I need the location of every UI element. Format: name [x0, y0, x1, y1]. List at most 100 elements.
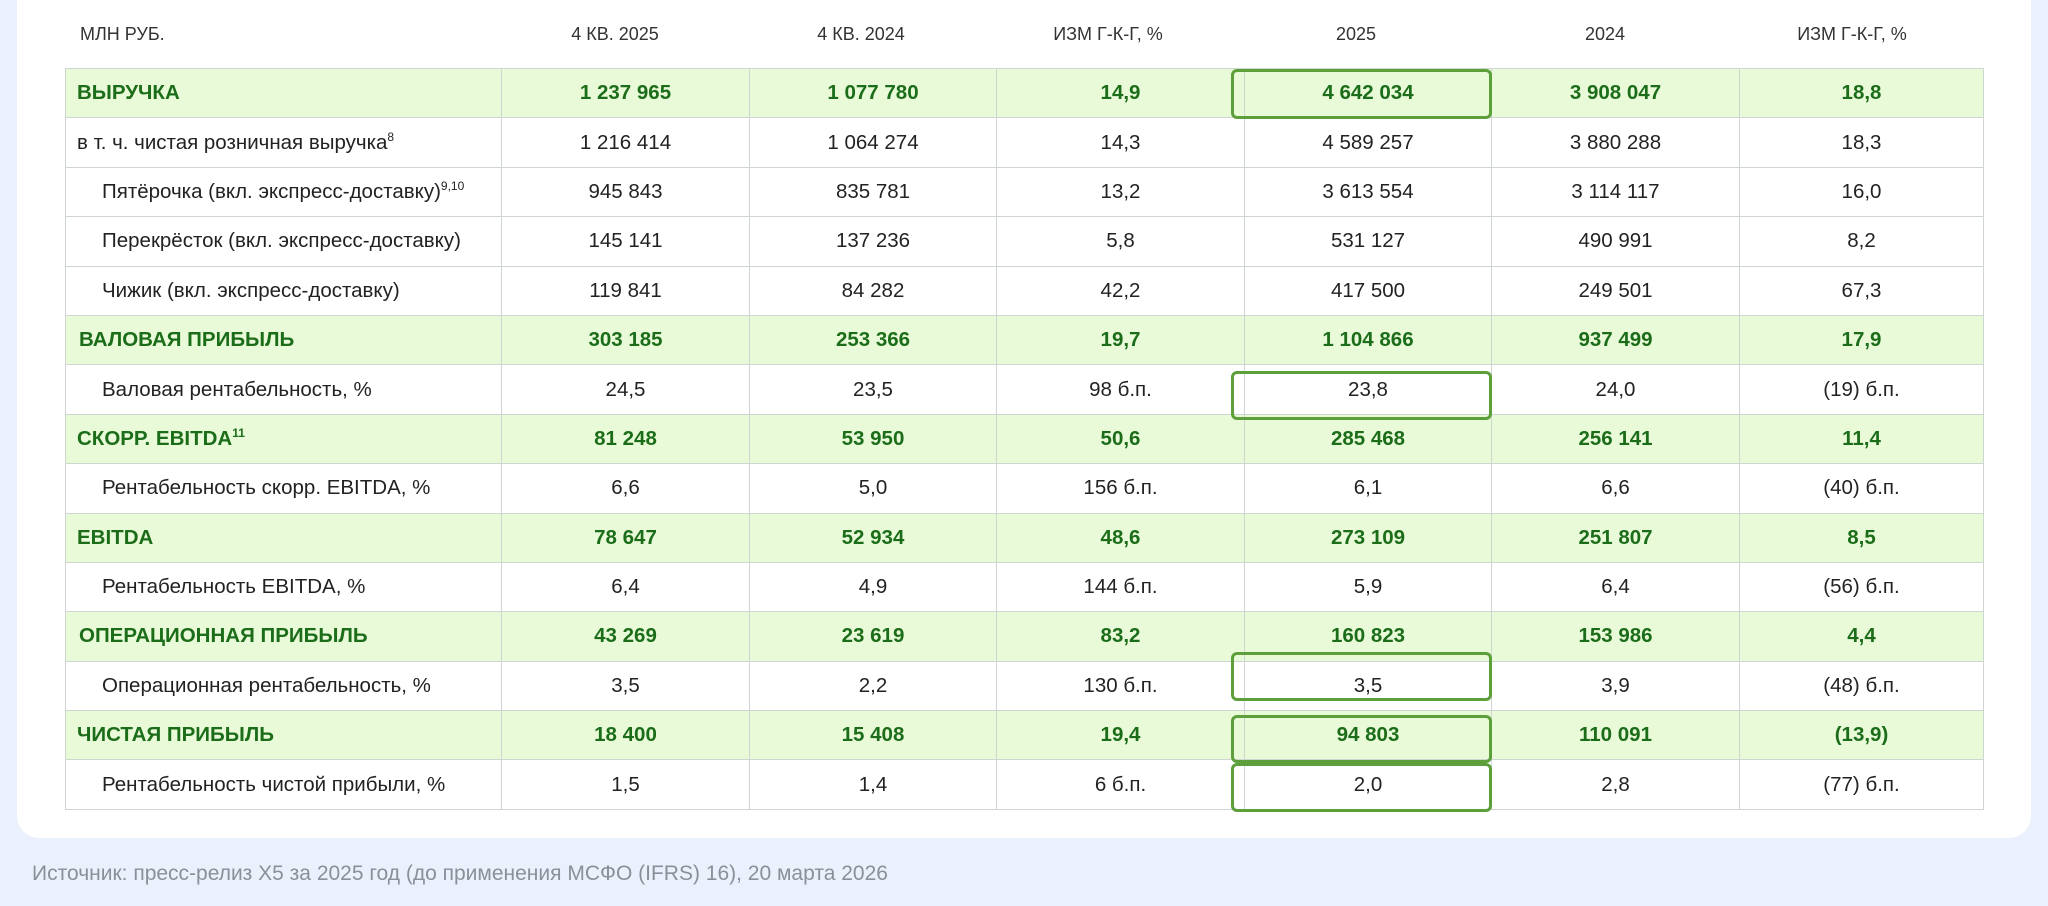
row-label-cell: ВЫРУЧКА [65, 67, 502, 119]
table-cell: 1 064 274 [749, 117, 997, 168]
table-row: Рентабельность скорр. EBITDA, % 6,6 5,0 156… [65, 463, 1984, 514]
row-label: ОПЕРАЦИОННАЯ ПРИБЫЛЬ [79, 624, 368, 648]
table-cell: 18 400 [501, 710, 750, 761]
table-cell: 137 236 [749, 216, 997, 267]
table-cell: 110 091 [1491, 710, 1740, 761]
table-cell: 4 589 257 [1244, 117, 1492, 168]
row-label-cell: ЧИСТАЯ ПРИБЫЛЬ [65, 710, 502, 761]
table-cell: 83,2 [996, 611, 1245, 662]
table-cell: 17,9 [1739, 314, 1984, 366]
row-label-cell: Чижик (вкл. экспресс-доставку) [65, 265, 502, 316]
table-cell: 531 127 [1244, 216, 1492, 267]
table-cell: 13,2 [996, 166, 1245, 218]
col-header-fy-yoy-change: ИЗМ Г-К-Г, % [1797, 23, 1907, 44]
col-header-2025: 2025 [1335, 23, 1377, 44]
table-cell: 11,4 [1739, 413, 1984, 465]
row-label: в т. ч. чистая розничная выручка [77, 130, 388, 154]
table-cell: 67,3 [1739, 265, 1984, 316]
table-cell: 417 500 [1244, 265, 1492, 316]
table-cell: 15 408 [749, 710, 997, 761]
footnote-marker: 8 [387, 129, 395, 144]
table-cell: 945 843 [501, 166, 750, 218]
row-label-cell: ВАЛОВАЯ ПРИБЫЛЬ [65, 314, 502, 366]
table-cell: 4,9 [749, 561, 997, 613]
table-cell: 6 б.п. [996, 759, 1245, 810]
table-cell: 24,0 [1491, 364, 1740, 415]
row-label: Операционная рентабельность, % [102, 673, 431, 697]
table-cell: 253 366 [749, 314, 997, 366]
table-cell: 43 269 [501, 611, 750, 662]
table-cell: 52 934 [749, 512, 997, 563]
row-label-cell: Операционная рентабельность, % [65, 660, 502, 712]
table-row: Перекрёсток (вкл. экспресс-доставку) 145 … [65, 216, 1984, 267]
row-label: ВАЛОВАЯ ПРИБЫЛЬ [79, 328, 295, 352]
table-cell: 42,2 [996, 265, 1245, 316]
table-row: в т. ч. чистая розничная выручка8 1 216 4… [65, 117, 1984, 168]
row-label: СКОРР. EBITDA [77, 426, 233, 450]
table-row: Валовая рентабельность, % 24,5 23,5 98 б.п.… [65, 364, 1984, 415]
source-note: Источник: пресс-релиз X5 за 2025 год (до… [32, 862, 888, 885]
col-header-q4-2024: 4 КВ. 2024 [817, 23, 905, 44]
table-row: Пятёрочка (вкл. экспресс-доставку)9,10 94… [65, 166, 1984, 218]
table-cell: 48,6 [996, 512, 1245, 563]
table-cell: 5,8 [996, 216, 1245, 267]
row-label-cell: Перекрёсток (вкл. экспресс-доставку) [65, 216, 502, 267]
row-label: Рентабельность EBITDA, % [102, 575, 366, 599]
footnote-marker: 9,10 [440, 179, 465, 194]
col-header-unit: МЛН РУБ. [80, 23, 165, 44]
table-cell: 4,4 [1739, 611, 1984, 662]
row-label-cell: Рентабельность скорр. EBITDA, % [65, 463, 502, 514]
table-cell: 153 986 [1491, 611, 1740, 662]
row-label: Чижик (вкл. экспресс-доставку) [102, 278, 400, 302]
table-cell: 98 б.п. [996, 364, 1245, 415]
table-cell: 6,6 [1491, 463, 1740, 514]
table-cell: 19,7 [996, 314, 1245, 366]
row-label: Рентабельность чистой прибыли, % [102, 772, 446, 796]
table-cell: 18,3 [1739, 117, 1984, 168]
row-label-cell: СКОРР. EBITDA11 [65, 413, 502, 465]
table-cell: 50,6 [996, 413, 1245, 465]
table-cell: 1 216 414 [501, 117, 750, 168]
table-cell: 78 647 [501, 512, 750, 563]
table-cell: 8,2 [1739, 216, 1984, 267]
table-cell: 53 950 [749, 413, 997, 465]
table-cell: 835 781 [749, 166, 997, 218]
row-label: Перекрёсток (вкл. экспресс-доставку) [102, 229, 461, 253]
row-label-cell: в т. ч. чистая розничная выручка8 [65, 117, 502, 168]
row-label-cell: Пятёрочка (вкл. экспресс-доставку)9,10 [65, 166, 502, 218]
table-cell: (48) б.п. [1739, 660, 1984, 712]
table-row: ОПЕРАЦИОННАЯ ПРИБЫЛЬ 43 269 23 619 83,2 160 … [65, 611, 1984, 662]
table-cell: 94 803 [1244, 710, 1492, 761]
table-cell: 2,0 [1244, 759, 1492, 810]
table-cell: 249 501 [1491, 265, 1740, 316]
table-cell: 5,0 [749, 463, 997, 514]
table-cell: 1 077 780 [749, 67, 997, 119]
table-cell: 1,4 [749, 759, 997, 810]
table-cell: (13,9) [1739, 710, 1984, 761]
table-cell: 130 б.п. [996, 660, 1245, 712]
table-cell: 3 880 288 [1491, 117, 1740, 168]
table-row: EBITDA 78 647 52 934 48,6 273 109 251 807 8,5 [65, 512, 1984, 563]
table-cell: 6,1 [1244, 463, 1492, 514]
row-label: Рентабельность скорр. EBITDA, % [102, 476, 431, 500]
table-cell: 2,2 [749, 660, 997, 712]
table-cell: 84 282 [749, 265, 997, 316]
table-cell: 1 237 965 [501, 67, 750, 119]
row-label-cell: ОПЕРАЦИОННАЯ ПРИБЫЛЬ [65, 611, 502, 662]
row-label: EBITDA [77, 525, 154, 549]
table-cell: (56) б.п. [1739, 561, 1984, 613]
table-cell: 14,9 [996, 67, 1245, 119]
table-cell: 251 807 [1491, 512, 1740, 563]
table-cell: 156 б.п. [996, 463, 1245, 514]
table-cell: 285 468 [1244, 413, 1492, 465]
table-cell: 3 613 554 [1244, 166, 1492, 218]
table-cell: 5,9 [1244, 561, 1492, 613]
table-row: Чижик (вкл. экспресс-доставку) 119 841 84 … [65, 265, 1984, 316]
table-cell: 3 114 117 [1491, 166, 1740, 218]
table-cell: 6,6 [501, 463, 750, 514]
table-cell: 14,3 [996, 117, 1245, 168]
row-label-cell: Валовая рентабельность, % [65, 364, 502, 415]
table-cell: 18,8 [1739, 67, 1984, 119]
table-cell: 3,5 [1244, 660, 1492, 712]
table-cell: 2,8 [1491, 759, 1740, 810]
